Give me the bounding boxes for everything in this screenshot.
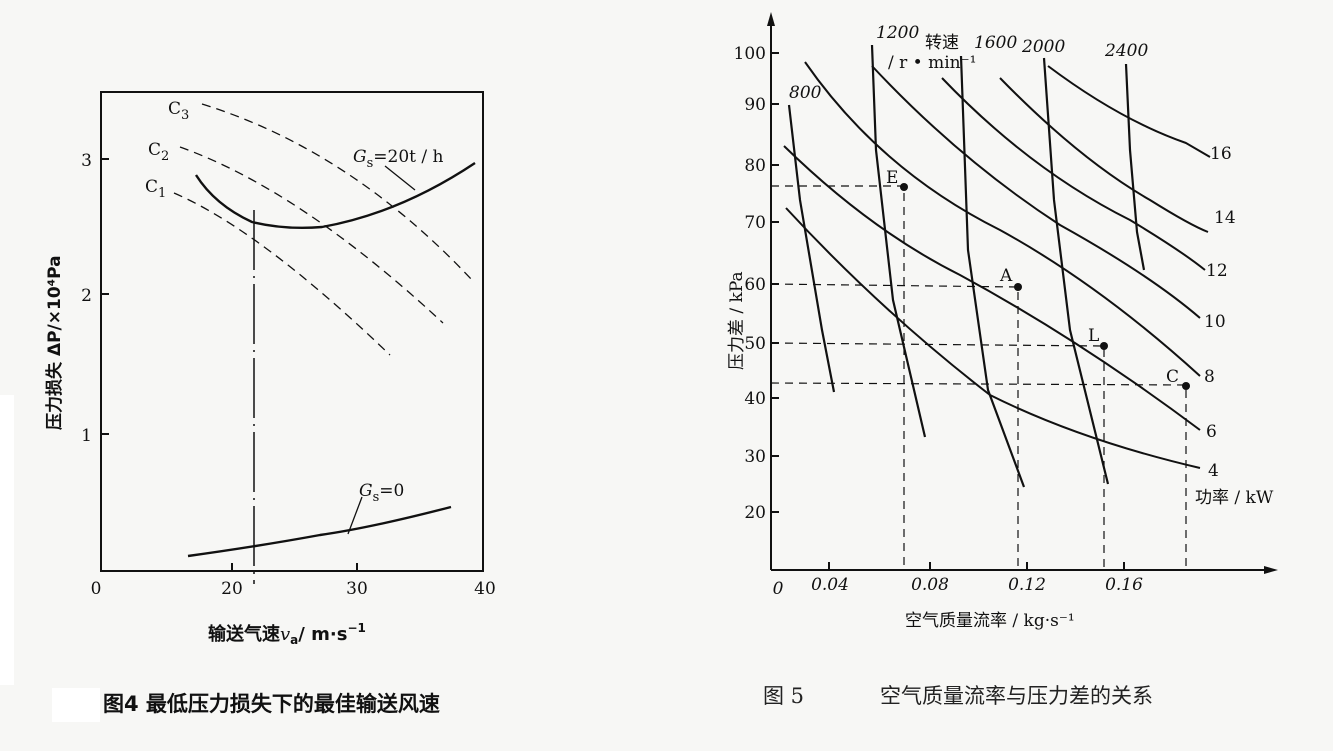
speed-800 bbox=[787, 104, 836, 393]
fig5-xtick-012: 0.12 bbox=[1008, 575, 1046, 595]
label-c1: C1 bbox=[145, 177, 166, 201]
point-label-c: C bbox=[1166, 367, 1179, 387]
fig5-power-labels: 16 14 12 10 8 6 4 bbox=[1204, 144, 1236, 481]
speed-label-2400: 2400 bbox=[1104, 41, 1148, 61]
fig5-xlabel: 空气质量流率 / kg·s⁻¹ bbox=[905, 611, 1075, 631]
fig5-ytick-40: 40 bbox=[744, 389, 766, 409]
fig4-xtick-40: 40 bbox=[474, 579, 496, 599]
fig5-xtick-004: 0.04 bbox=[811, 575, 849, 595]
speed-1200 bbox=[870, 44, 927, 438]
fig5-ytick-60: 60 bbox=[744, 275, 766, 295]
fig4-caption: 图4 最低压力损失下的最佳输送风速 bbox=[103, 692, 440, 716]
fig5-ylabel: 压力差 / kPa bbox=[727, 271, 747, 370]
point-label-a: A bbox=[999, 266, 1013, 286]
speed-label-1200: 1200 bbox=[876, 23, 919, 43]
fig4-ylabel: 压力损失 ΔP/×10⁴Pa bbox=[44, 255, 65, 430]
fig5-ytick-20: 20 bbox=[744, 503, 766, 523]
fig5-caption-text: 空气质量流率与压力差的关系 bbox=[880, 684, 1153, 708]
fig5-ytick-70: 70 bbox=[744, 213, 766, 233]
point-label-e: E bbox=[886, 168, 898, 188]
fig4-xlabel: 输送气速va/ m·s−1 bbox=[208, 621, 366, 647]
fig5-ytick-30: 30 bbox=[744, 447, 766, 467]
fig5-ytick-80: 80 bbox=[744, 156, 766, 176]
point-a bbox=[1014, 283, 1022, 291]
fig5-xtick-008: 0.08 bbox=[911, 575, 949, 595]
fig4-ytick-1: 1 bbox=[81, 426, 92, 446]
speed-label-2000: 2000 bbox=[1021, 37, 1065, 57]
gs0-leader bbox=[347, 496, 363, 535]
point-label-l: L bbox=[1088, 326, 1099, 346]
power-label-14: 14 bbox=[1214, 208, 1236, 228]
label-c3: C3 bbox=[168, 99, 189, 123]
fig5-caption-number: 图 5 bbox=[763, 684, 804, 708]
label-c2: C2 bbox=[148, 140, 169, 164]
fig4-ytick-3: 3 bbox=[81, 151, 92, 171]
fig5-reference-lines bbox=[770, 185, 1187, 570]
power-16 bbox=[1047, 65, 1211, 158]
power-14 bbox=[999, 77, 1209, 233]
fig4-axes bbox=[100, 91, 484, 572]
fig5-x-ticks: 0 0.04 0.08 0.12 0.16 bbox=[773, 575, 1144, 599]
fig5-xtick-0: 0 bbox=[773, 579, 784, 599]
scan-margin-patch bbox=[0, 395, 14, 685]
power-label-10: 10 bbox=[1204, 312, 1226, 332]
power-10 bbox=[871, 65, 1201, 319]
power-label-4: 4 bbox=[1208, 461, 1219, 481]
speed-2400 bbox=[1124, 63, 1146, 271]
point-c bbox=[1182, 382, 1190, 390]
fig5-y-ticks: 100 90 80 70 60 50 40 30 20 bbox=[734, 44, 766, 523]
fig5-ytick-50: 50 bbox=[744, 334, 766, 354]
fig5-xtick-016: 0.16 bbox=[1105, 575, 1143, 595]
power-label-8: 8 bbox=[1204, 367, 1215, 387]
power-label-12: 12 bbox=[1206, 261, 1228, 281]
speed-label-1600: 1600 bbox=[974, 33, 1017, 53]
power-label-6: 6 bbox=[1206, 422, 1217, 442]
speed-unit: / r • min⁻¹ bbox=[888, 53, 976, 73]
point-e bbox=[900, 183, 908, 191]
speed-title: 转速 bbox=[925, 33, 959, 53]
curve-gs-20 bbox=[194, 162, 476, 229]
label-gs-20: Gs=20t / h bbox=[353, 147, 444, 171]
curve-c3 bbox=[201, 103, 473, 281]
fig4-xtick-0: 0 bbox=[91, 579, 102, 599]
curve-c1 bbox=[173, 192, 391, 356]
curve-c2 bbox=[179, 146, 444, 324]
speed-1600 bbox=[959, 55, 1026, 488]
fig5-speed-labels: 800 1200 1600 2000 2400 bbox=[789, 23, 1148, 103]
power-4 bbox=[785, 207, 1201, 469]
curve-gs-0 bbox=[187, 505, 452, 558]
speed-2000 bbox=[1042, 57, 1110, 485]
point-l bbox=[1100, 342, 1108, 350]
fig4-xtick-20: 20 bbox=[221, 579, 243, 599]
fig5-ytick-90: 90 bbox=[744, 95, 766, 115]
gs20-leader bbox=[384, 165, 416, 191]
power-unit: 功率 / kW bbox=[1195, 488, 1274, 508]
power-12 bbox=[941, 77, 1206, 271]
power-8 bbox=[804, 61, 1201, 377]
label-gs-0: Gs=0 bbox=[359, 481, 404, 505]
fig4-xtick-30: 30 bbox=[346, 579, 368, 599]
power-6 bbox=[783, 145, 1201, 431]
speed-label-800: 800 bbox=[789, 83, 822, 103]
fig5-power-curves bbox=[783, 61, 1211, 469]
fig4-c-curves bbox=[173, 103, 473, 356]
fig4-plot-frame bbox=[100, 91, 484, 572]
fig5-ytick-100: 100 bbox=[734, 44, 766, 64]
power-label-16: 16 bbox=[1210, 144, 1232, 164]
fig5-points bbox=[900, 183, 1190, 390]
scan-white-patch bbox=[52, 688, 100, 722]
fig4-ytick-2: 2 bbox=[81, 286, 92, 306]
